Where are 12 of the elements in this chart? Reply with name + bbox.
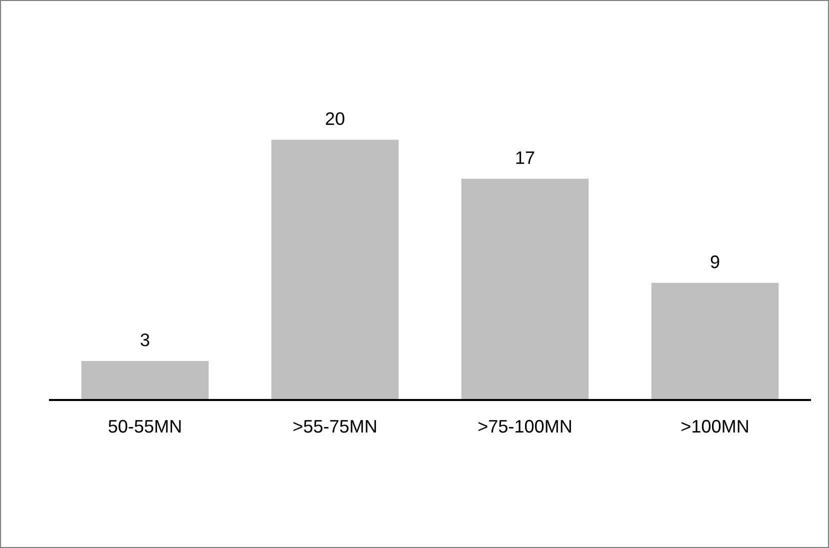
x-tick-label: >75-100MN xyxy=(478,420,571,433)
data-label: 20 xyxy=(326,112,344,126)
bar xyxy=(461,178,589,400)
data-label: 3 xyxy=(140,333,150,346)
data-label: 9 xyxy=(710,255,720,268)
bar xyxy=(81,360,209,400)
data-label: 17 xyxy=(516,151,534,164)
x-tick-label: >100MN xyxy=(682,420,748,433)
x-tick-label: 50-55MN xyxy=(108,420,181,433)
bar xyxy=(271,140,399,400)
bar xyxy=(651,282,779,400)
x-tick-label: >55-75MN xyxy=(293,420,376,433)
